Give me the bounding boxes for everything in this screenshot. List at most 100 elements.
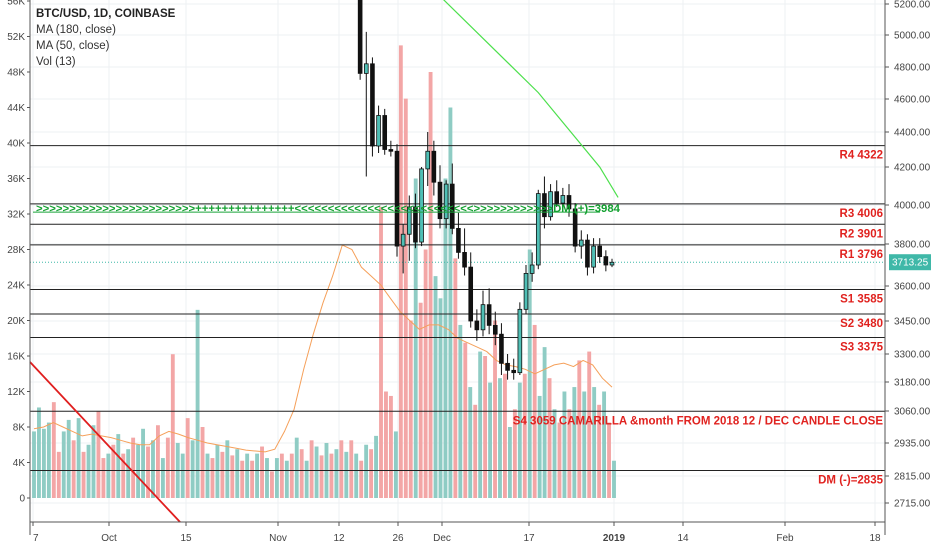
price-tick-label: 4800.00: [894, 63, 931, 74]
volume-bar: [388, 395, 393, 498]
volume-bar: [612, 460, 616, 498]
volume-bar: [384, 391, 388, 498]
volume-bar: [111, 444, 116, 498]
candle-down: [511, 369, 517, 374]
candles: [357, 0, 615, 380]
volume-bar: [473, 404, 478, 498]
volume-bar: [453, 258, 458, 498]
volume-bar: [195, 309, 200, 498]
candle-up: [591, 245, 596, 268]
volume-bar: [180, 453, 185, 498]
volume-bar: [567, 409, 572, 498]
volume-bar: [279, 453, 284, 498]
volume-bar: [423, 249, 428, 498]
volume-bar: [76, 418, 81, 498]
level-lines: [30, 145, 885, 471]
volume-bar: [542, 347, 547, 498]
price-tick-label: 3450.00: [894, 317, 931, 328]
candle-up: [609, 261, 615, 266]
volume-bar: [557, 422, 562, 498]
volume-bar: [121, 453, 126, 498]
volume-bar: [56, 451, 61, 498]
candle-down: [468, 266, 474, 322]
price-tick-label: 4200.00: [894, 163, 931, 174]
volume-bar: [165, 437, 170, 498]
volume-bar: [602, 391, 607, 498]
volume-bar: [498, 378, 502, 498]
candle-down: [572, 208, 578, 247]
volume-bar: [493, 320, 497, 498]
volume-bar: [190, 440, 195, 498]
candle-down: [357, 0, 363, 74]
volume-bar: [517, 382, 522, 498]
volume-bar: [572, 387, 577, 498]
volume-tick-label: 28K: [7, 245, 25, 256]
candle-down: [437, 181, 443, 220]
volume-bar: [170, 354, 175, 498]
volume-tick-label: 56K: [7, 0, 25, 8]
time-tick-label: Dec: [433, 533, 451, 544]
chart-legend: BTC/USD, 1D, COINBASE MA (180, close) MA…: [36, 6, 175, 70]
candle-up: [535, 193, 541, 266]
time-tick-label: 7: [33, 533, 39, 544]
candle-down: [542, 193, 547, 218]
volume-bar: [225, 440, 230, 498]
candle-up: [406, 206, 412, 235]
volume-ma-line: [33, 244, 613, 453]
volume-bar: [364, 444, 369, 498]
candle-down: [431, 150, 437, 183]
volume-tick-label: 0: [19, 494, 25, 505]
candle-up: [400, 233, 406, 247]
ma180-line: [443, 0, 619, 198]
volume-bar: [260, 446, 264, 498]
candle-down: [413, 206, 418, 243]
dm-plus-layer: >>>>>>>>>>>>>>>>>>>>>>>>+++++++++++++++<…: [33, 203, 621, 215]
candle-down: [388, 149, 394, 152]
volume-tick-label: 40K: [7, 139, 25, 150]
candle-down: [499, 333, 504, 364]
volume-bar: [433, 276, 438, 498]
volume-bar: [146, 446, 150, 498]
chart-title: BTC/USD, 1D, COINBASE: [36, 8, 176, 20]
candle-down: [456, 227, 461, 253]
level-label: S4 3059 CAMARILLA &month FROM 2018 12 / …: [513, 415, 884, 427]
candle-down: [505, 362, 510, 371]
candle-down: [486, 304, 492, 326]
volume-bar: [314, 446, 319, 498]
volume-bar: [205, 453, 210, 498]
price-tick-label: 4400.00: [894, 128, 931, 139]
candle-up: [363, 63, 369, 74]
volume-bar: [294, 437, 299, 498]
volume-bar: [329, 453, 334, 498]
volume-bar: [562, 391, 567, 498]
price-tick-label: 3180.00: [894, 378, 931, 389]
legend-vol: Vol (13): [36, 56, 76, 68]
volume-tick-label: 44K: [7, 103, 25, 114]
price-tick-label: 3600.00: [894, 282, 931, 293]
volume-bar: [141, 428, 145, 498]
volume-bar: [265, 458, 269, 498]
candle-down: [597, 245, 603, 258]
volume-bar: [483, 356, 488, 498]
candle-down: [492, 324, 498, 335]
volume-bar: [220, 451, 225, 498]
volume-bar: [527, 249, 532, 498]
volume-tick-label: 36K: [7, 174, 25, 185]
volume-bar: [309, 440, 314, 498]
volume-bar: [215, 444, 220, 498]
volume-bar: [607, 422, 611, 498]
volume-tick-label: 12K: [7, 387, 25, 398]
volume-bar: [155, 425, 160, 498]
volume-bar: [289, 453, 294, 498]
volume-bar: [587, 351, 592, 498]
candle-up: [529, 264, 535, 274]
volume-bar: [468, 387, 473, 498]
level-label: R1 3796: [840, 249, 883, 261]
price-tick-label: 2815.00: [894, 472, 931, 483]
volume-bar: [488, 382, 493, 498]
current-price-badge: [889, 254, 931, 271]
price-tick-label: 5000.00: [894, 31, 931, 42]
candle-down: [462, 251, 467, 268]
candle-down: [382, 115, 388, 150]
